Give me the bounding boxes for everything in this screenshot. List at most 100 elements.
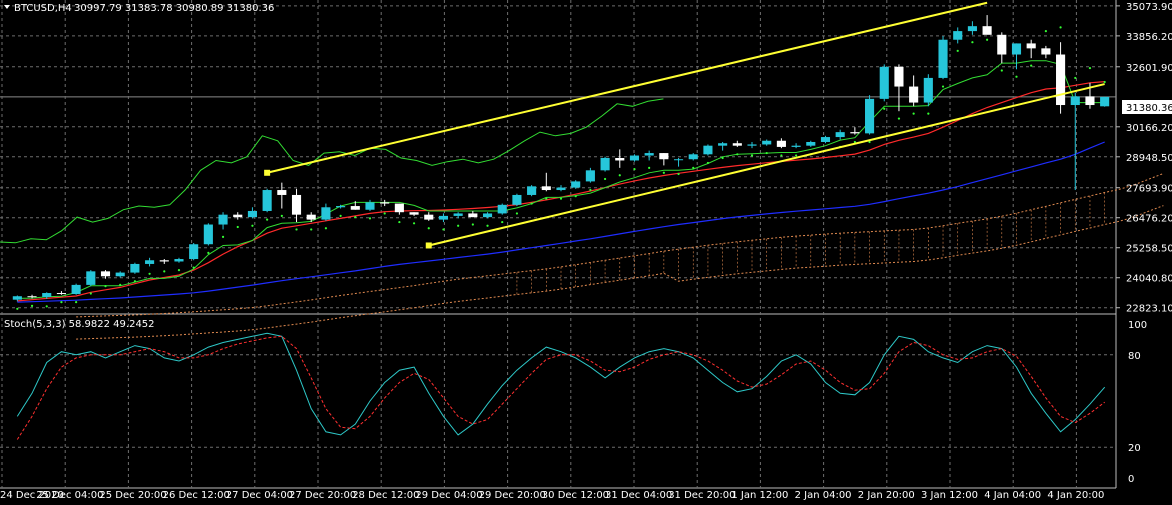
price-tick-label: 22823.10 bbox=[1126, 304, 1172, 315]
candle-body bbox=[12, 296, 22, 300]
sar-dot bbox=[1059, 26, 1062, 29]
sar-dot bbox=[559, 197, 563, 200]
candle-body bbox=[291, 194, 302, 215]
price-axis: 35073.90 33856.20 32601.90 30166.20 28948.50… bbox=[4, 2, 1172, 315]
sar-dot bbox=[221, 235, 225, 238]
sar-dot bbox=[412, 222, 416, 225]
sar-dot bbox=[662, 171, 665, 174]
current-price-label: 31380.36 bbox=[1126, 103, 1172, 114]
sar-dot bbox=[324, 227, 328, 230]
candle-body bbox=[409, 212, 419, 215]
candle-body bbox=[732, 143, 742, 146]
time-tick-label: 29 Dec 04:00 bbox=[415, 490, 482, 501]
candle-body bbox=[629, 155, 640, 161]
sar-dot bbox=[442, 228, 445, 231]
candle-body bbox=[1041, 48, 1051, 55]
candle-body bbox=[938, 39, 948, 78]
stoch-tick-label: 0 bbox=[1128, 474, 1134, 485]
candle-body bbox=[982, 26, 992, 35]
sar-dot bbox=[618, 174, 621, 177]
sar-dot bbox=[971, 41, 974, 44]
candle-body bbox=[380, 202, 390, 204]
time-tick-label: 25 Dec 04:00 bbox=[36, 490, 103, 501]
sar-dot bbox=[545, 197, 548, 200]
candle-body bbox=[718, 143, 728, 146]
candle-body bbox=[923, 77, 933, 103]
candle-body bbox=[174, 259, 184, 262]
candle-body bbox=[615, 158, 625, 161]
candle-body bbox=[600, 158, 610, 171]
candle-body bbox=[497, 204, 507, 214]
sar-dot bbox=[295, 228, 298, 231]
time-tick-label: 27 Dec 20:00 bbox=[289, 490, 356, 501]
candle-body bbox=[71, 284, 81, 295]
candle-body bbox=[86, 271, 96, 285]
price-tick-label: 30166.20 bbox=[1126, 123, 1172, 134]
candle-body bbox=[776, 140, 786, 147]
candle-body bbox=[865, 98, 875, 134]
cloud-span-a bbox=[76, 173, 1164, 318]
stoch-main-line bbox=[16, 332, 1106, 436]
sar-dot bbox=[706, 161, 710, 165]
candle-body bbox=[659, 153, 669, 160]
time-tick-label: 1 Jan 12:00 bbox=[731, 490, 788, 501]
time-tick-label: 27 Dec 04:00 bbox=[226, 490, 293, 501]
candle-body bbox=[541, 186, 551, 191]
sar-dot bbox=[574, 195, 577, 198]
candle-body bbox=[556, 187, 566, 191]
sar-dot bbox=[603, 177, 607, 181]
sar-dot bbox=[589, 188, 592, 192]
candle-body bbox=[350, 206, 360, 210]
sar-dot bbox=[119, 283, 122, 286]
price-tick-label: 35073.90 bbox=[1126, 2, 1172, 13]
candle-body bbox=[644, 153, 654, 156]
sar-dot bbox=[780, 154, 783, 157]
candle-body bbox=[512, 194, 522, 205]
sar-dot bbox=[280, 214, 283, 218]
sar-dot bbox=[750, 154, 754, 157]
candle-body bbox=[321, 207, 331, 220]
sar-dot bbox=[501, 220, 504, 224]
candle-body bbox=[468, 213, 478, 218]
grid-lines bbox=[0, 0, 1117, 489]
time-tick-label: 28 Dec 12:00 bbox=[352, 490, 419, 501]
stoch-signal-line bbox=[16, 335, 1106, 440]
time-tick-label: 26 Dec 12:00 bbox=[163, 490, 230, 501]
candle-body bbox=[894, 66, 904, 87]
candle-body bbox=[233, 214, 243, 218]
sar-dot bbox=[148, 272, 151, 275]
ohlc-values: 30997.79 31383.78 30980.89 31380.36 bbox=[74, 3, 274, 14]
candle-body bbox=[203, 224, 213, 245]
trendline-anchor bbox=[264, 169, 271, 176]
candle-body bbox=[688, 154, 698, 160]
time-tick-label: 25 Dec 20:00 bbox=[99, 490, 166, 501]
sar-dot bbox=[104, 285, 107, 288]
candle-body bbox=[365, 202, 375, 210]
sar-dot bbox=[251, 224, 254, 227]
sar-dot bbox=[427, 227, 430, 230]
candle-body bbox=[1056, 54, 1066, 106]
candle-body bbox=[1085, 96, 1095, 106]
symbol-label: BTCUSD,H4 bbox=[14, 3, 72, 14]
stoch-tick-label: 100 bbox=[1128, 320, 1147, 331]
price-tick-label: 27693.90 bbox=[1126, 184, 1172, 195]
candle-body bbox=[453, 213, 463, 216]
sar-dot bbox=[515, 212, 519, 215]
candle-body bbox=[306, 214, 316, 220]
candle-body bbox=[56, 293, 66, 295]
candle-body bbox=[997, 34, 1007, 55]
sar-dot bbox=[354, 216, 357, 219]
sar-dot bbox=[633, 167, 636, 171]
candlesticks bbox=[12, 15, 1110, 302]
sar-dot bbox=[897, 117, 901, 120]
stoch-header: Stoch(5,3,3) 58.9822 49.2452 bbox=[4, 319, 155, 330]
candle-body bbox=[673, 159, 684, 161]
time-tick-label: 4 Jan 20:00 bbox=[1047, 490, 1104, 501]
sar-dot bbox=[868, 140, 871, 144]
sar-dot bbox=[486, 224, 489, 227]
time-tick-label: 24 Dec 2020 bbox=[0, 490, 64, 501]
candle-body bbox=[850, 132, 860, 134]
sar-dot bbox=[883, 107, 886, 110]
current-price-tag bbox=[1122, 100, 1172, 114]
